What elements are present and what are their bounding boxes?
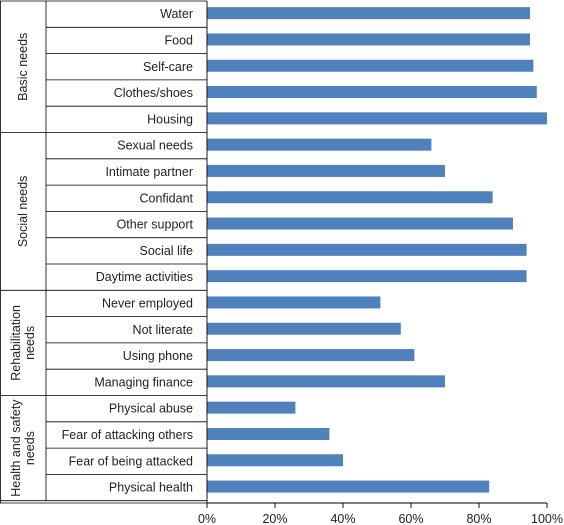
category-label: Physical health	[109, 481, 193, 495]
group-label-2: Rehabilitationneeds	[9, 305, 37, 381]
bar	[207, 270, 527, 283]
group-label-3: Health and safetyneeds	[9, 399, 37, 497]
category-label: Clothes/shoes	[114, 86, 193, 100]
category-label: Confidant	[139, 191, 193, 205]
category-label: Fear of attacking others	[62, 428, 193, 442]
category-label: Managing finance	[94, 375, 193, 389]
category-label: Never employed	[102, 296, 193, 310]
category-label: Intimate partner	[105, 165, 193, 179]
category-label: Water	[160, 7, 193, 21]
bar	[207, 59, 534, 72]
bar	[207, 349, 415, 362]
x-tick-label: 0%	[198, 512, 216, 525]
group-label-0: Basic needs	[16, 33, 30, 101]
group-label-line: needs	[23, 326, 37, 360]
x-tick-label: 80%	[466, 512, 491, 525]
bar	[207, 191, 493, 204]
x-tick-label: 100%	[531, 512, 563, 525]
bar	[207, 217, 513, 230]
bar	[207, 375, 445, 388]
group-label-line: needs	[23, 431, 37, 465]
bar	[207, 427, 330, 440]
bar	[207, 243, 527, 256]
bar	[207, 112, 547, 125]
bar	[207, 138, 432, 151]
category-label: Social life	[140, 244, 194, 258]
bar	[207, 296, 381, 309]
bar	[207, 322, 401, 335]
bar	[207, 401, 296, 414]
x-tick-label: 40%	[330, 512, 355, 525]
bar	[207, 454, 343, 467]
bar	[207, 164, 445, 177]
category-label: Sexual needs	[117, 139, 193, 153]
category-label: Daytime activities	[96, 270, 193, 284]
group-label-line: Rehabilitation	[9, 305, 23, 381]
category-label: Not literate	[133, 323, 193, 337]
group-label-line: Basic needs	[16, 33, 30, 101]
group-label-line: Health and safety	[9, 399, 23, 497]
group-label-line: Social needs	[16, 176, 30, 248]
category-label: Physical abuse	[109, 402, 193, 416]
bar	[207, 86, 537, 99]
category-label: Using phone	[123, 349, 193, 363]
x-tick-label: 60%	[398, 512, 423, 525]
bar	[207, 7, 530, 20]
category-label: Housing	[147, 112, 193, 126]
category-label: Self-care	[143, 60, 193, 74]
category-label: Other support	[117, 218, 194, 232]
category-label: Food	[165, 33, 194, 47]
group-label-1: Social needs	[16, 176, 30, 248]
bar	[207, 480, 490, 493]
category-label: Fear of being attacked	[69, 454, 193, 468]
x-tick-label: 20%	[262, 512, 287, 525]
bar	[207, 33, 530, 46]
